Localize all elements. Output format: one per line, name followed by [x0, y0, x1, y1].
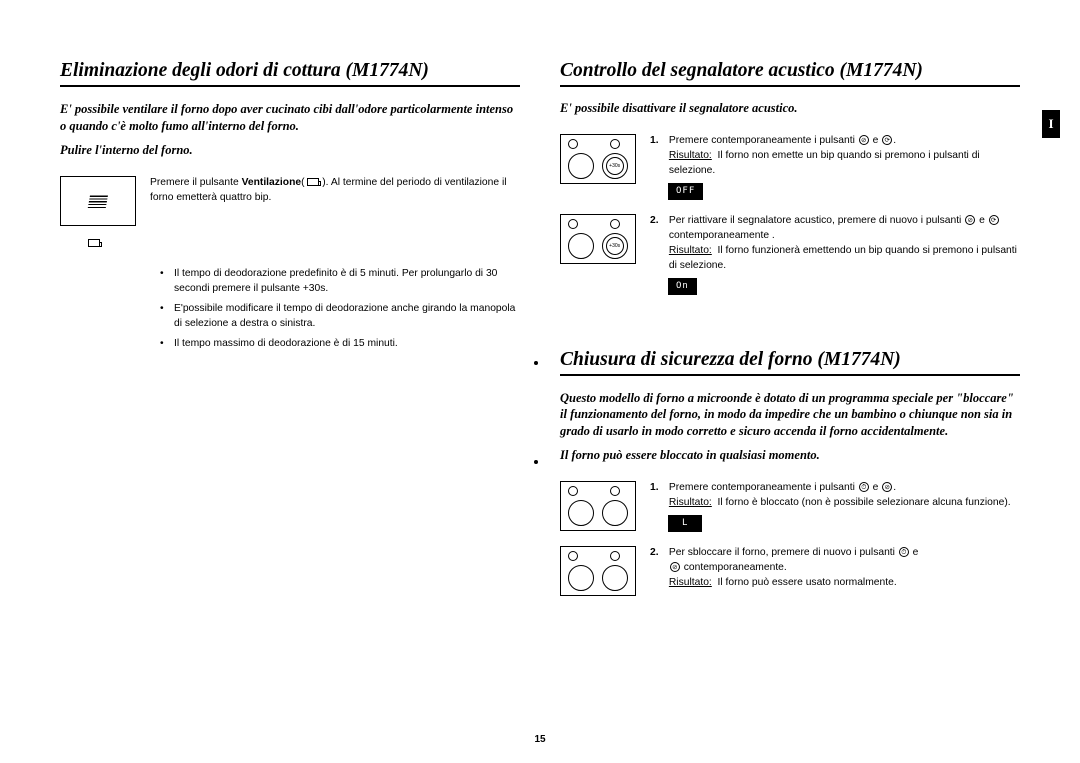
line-a: Per sbloccare il forno, premere di nuovo…	[669, 547, 898, 558]
clock-button-icon	[610, 486, 620, 496]
line-end: .	[893, 482, 896, 493]
result-text: Il forno funzionerà emettendo un bip qua…	[669, 245, 1017, 271]
dial-icon	[568, 233, 594, 259]
step-text: Premere contemporaneamente i pulsanti ⊘ …	[669, 134, 1019, 179]
control-panel	[560, 481, 636, 531]
vent-text-a: Premere il pulsante	[150, 177, 242, 188]
step-num: 1.	[650, 134, 666, 149]
dial-icon	[602, 500, 628, 526]
line-a: Per riattivare il segnalatore acustico, …	[669, 215, 964, 226]
section-title-acoustic: Controllo del segnalatore acustico (M177…	[560, 60, 1020, 87]
step-body: 1. Premere contemporaneamente i pulsanti…	[650, 481, 1020, 532]
vent-text: Premere il pulsante Ventilazione( ). Al …	[150, 176, 520, 206]
line-b: contemporaneamente.	[681, 562, 787, 573]
step-num: 2.	[650, 546, 666, 561]
sub-intro-lock: Il forno può essere bloccato in qualsias…	[560, 448, 1020, 463]
vent-text-b: Ventilazione	[242, 177, 302, 188]
dial-selector-icon: +30s	[602, 233, 628, 259]
result-label: Risultato:	[669, 150, 712, 161]
line-end: .	[893, 135, 896, 146]
control-panel	[560, 546, 636, 596]
line-a: Premere contemporaneamente i pulsanti	[669, 135, 858, 146]
left-column: Eliminazione degli odori di cottura (M17…	[60, 60, 520, 720]
step-num: 2.	[650, 214, 666, 229]
start-icon: ⟳	[989, 215, 999, 225]
dial-icon	[568, 153, 594, 179]
acoustic-step-1: +30s 1. Premere contemporaneamente i pul…	[560, 134, 1020, 200]
stop-icon: ⊘	[882, 482, 892, 492]
result-text: Il forno non emette un bip quando si pre…	[669, 150, 980, 176]
display-off: OFF	[668, 183, 703, 200]
step-body: 2. Per sbloccare il forno, premere di nu…	[650, 546, 1020, 591]
start-icon: ⟳	[882, 135, 892, 145]
step-num: 1.	[650, 481, 666, 496]
stop-button-icon	[568, 219, 578, 229]
vent-panel	[60, 176, 136, 226]
sep-e: e	[870, 135, 881, 146]
line-a: Premere contemporaneamente i pulsanti	[669, 482, 858, 493]
acoustic-step-2: +30s 2. Per riattivare il segnalatore ac…	[560, 214, 1020, 295]
bullet-item: E'possibile modificare il tempo di deodo…	[160, 301, 520, 332]
result-label: Risultato:	[669, 245, 712, 256]
start-button-icon	[610, 219, 620, 229]
intro-acoustic: E' possibile disattivare il segnalatore …	[560, 101, 1020, 116]
side-tab: I	[1042, 110, 1060, 138]
section-title-odors: Eliminazione degli odori di cottura (M17…	[60, 60, 520, 87]
stop-icon: ⊘	[965, 215, 975, 225]
step-text: Per riattivare il segnalatore acustico, …	[669, 214, 1019, 274]
vent-step: Premere il pulsante Ventilazione( ). Al …	[60, 176, 520, 252]
lock-step-2: 2. Per sbloccare il forno, premere di nu…	[560, 546, 1020, 596]
lock-step-1: 1. Premere contemporaneamente i pulsanti…	[560, 481, 1020, 532]
intro-odors: E' possibile ventilare il forno dopo ave…	[60, 101, 520, 135]
start-button-icon	[610, 139, 620, 149]
result-label: Risultato:	[669, 577, 712, 588]
clock-icon: ⏱	[859, 482, 869, 492]
stop-icon: ⊘	[670, 562, 680, 572]
result-label: Risultato:	[669, 497, 712, 508]
step-text: Premere contemporaneamente i pulsanti ⏱ …	[669, 481, 1019, 511]
control-panel: +30s	[560, 134, 636, 184]
sub-intro-odors: Pulire l'interno del forno.	[60, 143, 520, 158]
bullet-item: Il tempo di deodorazione predefinito è d…	[160, 266, 520, 297]
ventilation-icon	[307, 178, 319, 186]
clock-button-icon	[610, 551, 620, 561]
stop-button-icon	[568, 486, 578, 496]
right-column: Controllo del segnalatore acustico (M177…	[560, 60, 1020, 720]
page-number: 15	[534, 734, 545, 745]
dial-icon	[602, 565, 628, 591]
stop-button-icon	[568, 139, 578, 149]
crop-dot	[534, 361, 538, 365]
sep-e: e	[910, 547, 919, 558]
step-text: Per sbloccare il forno, premere di nuovo…	[669, 546, 1019, 591]
flag-icon	[89, 194, 107, 208]
control-panel: +30s	[560, 214, 636, 264]
intro-lock: Questo modello di forno a microonde è do…	[560, 390, 1020, 441]
display-lock: L	[668, 515, 702, 532]
stop-button-icon	[568, 551, 578, 561]
stop-icon: ⊘	[859, 135, 869, 145]
bullets-list: Il tempo di deodorazione predefinito è d…	[60, 266, 520, 351]
step-body: 1. Premere contemporaneamente i pulsanti…	[650, 134, 1020, 200]
display-on: On	[668, 278, 697, 295]
step-body: 2. Per riattivare il segnalatore acustic…	[650, 214, 1020, 295]
page-content: Eliminazione degli odori di cottura (M17…	[60, 60, 1020, 720]
bullet-item: Il tempo massimo di deodorazione è di 15…	[160, 336, 520, 351]
section-title-lock: Chiusura di sicurezza del forno (M1774N)	[560, 349, 1020, 376]
result-text: Il forno è bloccato (non è possibile sel…	[718, 497, 1011, 508]
dial-icon	[568, 565, 594, 591]
result-text: Il forno può essere usato normalmente.	[718, 577, 897, 588]
ventilation-small-icon	[88, 234, 108, 252]
dial-selector-icon: +30s	[602, 153, 628, 179]
dial-icon	[568, 500, 594, 526]
line-end: contemporaneamente .	[669, 230, 775, 241]
crop-dot	[534, 460, 538, 464]
sep-e: e	[870, 482, 881, 493]
clock-icon: ⏱	[899, 547, 909, 557]
sep-e: e	[976, 215, 987, 226]
